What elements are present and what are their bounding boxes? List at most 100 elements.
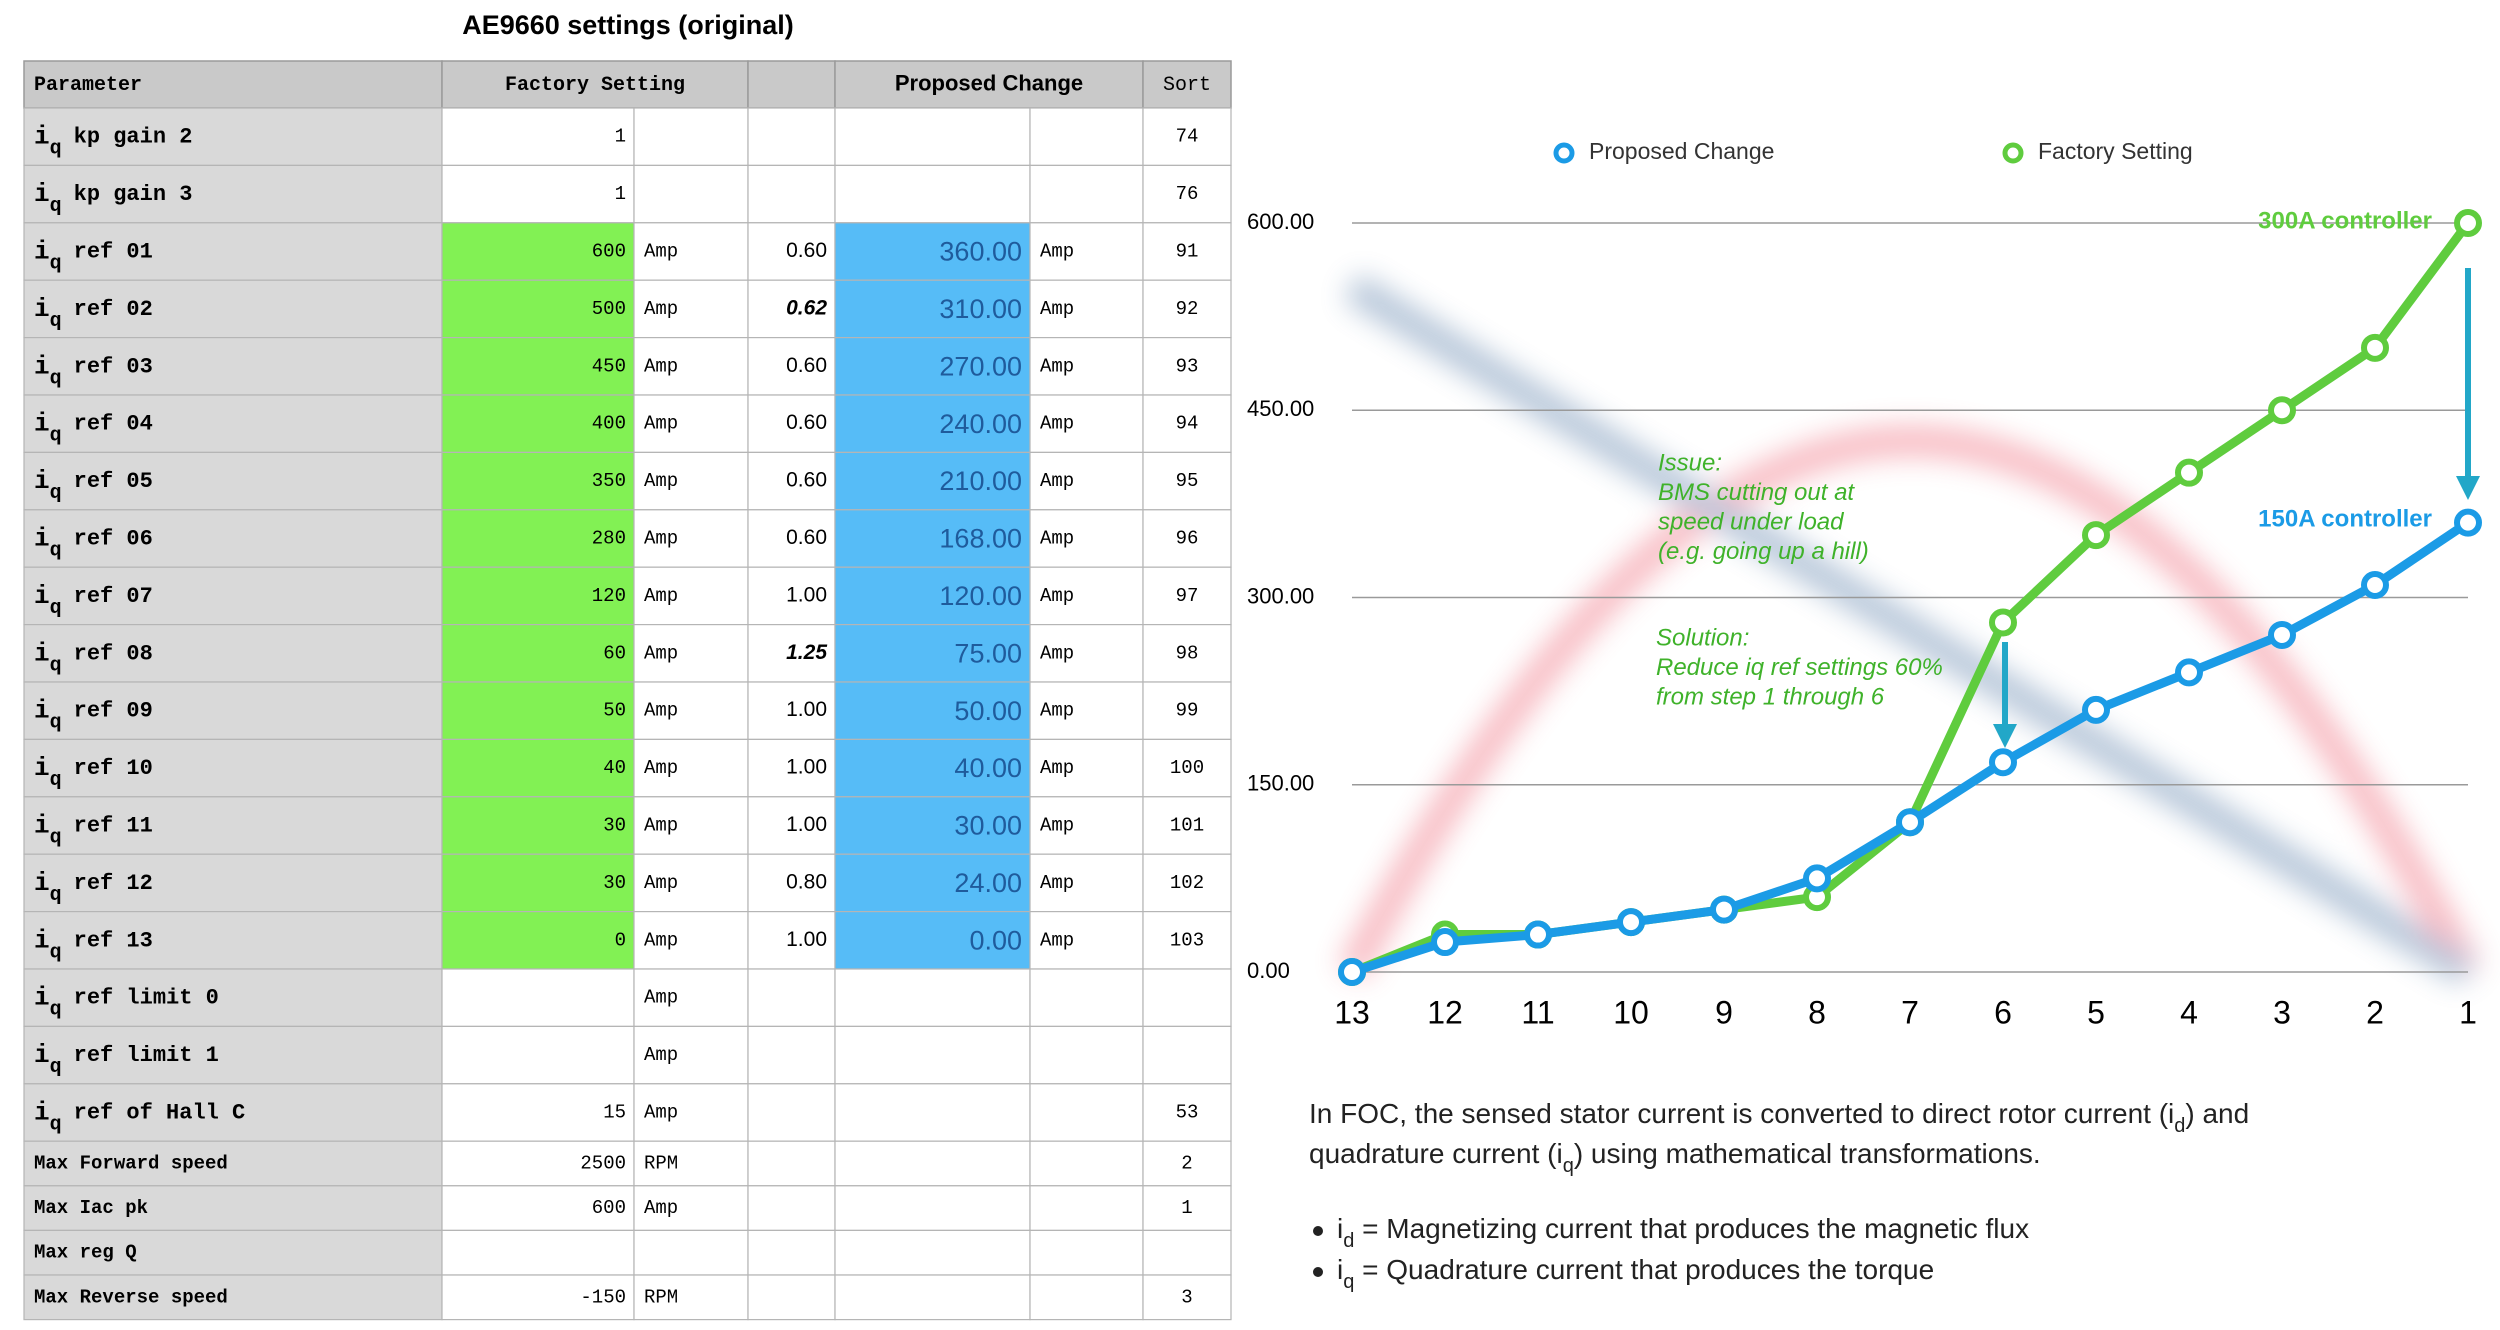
parameter-symbol: i — [34, 466, 50, 496]
parameter-symbol: i — [34, 1040, 50, 1070]
factory-value: 500 — [592, 298, 626, 320]
cell — [1142, 1185, 1232, 1232]
bullet-text-part: = Quadrature current that produces the t… — [1354, 1254, 1934, 1285]
cell — [23, 1229, 443, 1276]
annotation: Issue: — [1658, 449, 1722, 476]
cell — [1142, 853, 1232, 913]
parameter-name: Max Reverse speed — [34, 1286, 228, 1308]
cell — [633, 796, 749, 855]
ratio: 0.80 — [786, 870, 827, 893]
cell — [1029, 968, 1144, 1028]
cell — [441, 968, 635, 1028]
x-tick-label: 6 — [1994, 994, 2012, 1030]
bullet-text-part: i — [1337, 1254, 1343, 1285]
parameter-name: ref 02 — [74, 297, 153, 322]
cell — [633, 451, 749, 511]
cell — [633, 1140, 749, 1187]
cell — [23, 1185, 443, 1232]
sort-value: 102 — [1170, 872, 1204, 894]
ratio: 1.00 — [786, 813, 827, 836]
data-point — [2454, 209, 2482, 237]
unit: Amp — [644, 757, 678, 779]
proposed-value: 24.00 — [954, 868, 1022, 898]
parameter-symbol: i — [34, 983, 50, 1013]
parameter-name: ref 04 — [74, 412, 153, 437]
parameter-name: ref 03 — [74, 354, 153, 379]
parameter-symbol: i — [34, 179, 50, 209]
x-tick-label: 8 — [1808, 994, 1826, 1030]
parameter-symbol: i — [34, 581, 50, 611]
cell — [633, 279, 749, 339]
parameter-sub: q — [50, 769, 62, 792]
parameter-sub: q — [50, 1056, 62, 1079]
cell — [23, 1083, 443, 1142]
parameter-symbol: i — [34, 1097, 50, 1127]
bullet-text-part: = Magnetizing current that produces the … — [1354, 1213, 2029, 1244]
unit: Amp — [644, 528, 678, 550]
parameter-name: ref limit 1 — [74, 1043, 219, 1068]
data-point — [1338, 958, 1366, 986]
parameter: Max Reverse speed — [34, 1286, 228, 1308]
factory-value: 60 — [603, 642, 626, 664]
unit: Amp — [644, 1197, 678, 1219]
cell — [747, 107, 836, 167]
parameter-name: ref 12 — [74, 871, 153, 896]
sort-value: 93 — [1176, 355, 1199, 377]
parameter-symbol: i — [34, 638, 50, 668]
factory-value: 2500 — [580, 1153, 626, 1175]
cell — [1142, 107, 1232, 167]
paragraph-line: In FOC, the sensed stator current is con… — [1309, 1098, 2249, 1137]
cell — [1142, 337, 1232, 396]
cell — [1142, 451, 1232, 511]
y-tick-label: 0.00 — [1247, 958, 1290, 983]
cell — [1029, 1083, 1144, 1142]
proposed-value: 120.00 — [939, 581, 1022, 611]
cell — [1142, 623, 1232, 683]
ratio: 1.00 — [786, 928, 827, 951]
cell — [1029, 623, 1144, 683]
cell — [747, 394, 836, 454]
parameter-name: Max Iac pk — [34, 1197, 148, 1219]
column-header: Parameter — [34, 74, 142, 97]
y-tick-label: 150.00 — [1247, 771, 1314, 796]
cell — [834, 738, 1031, 798]
annotation: from step 1 through 6 — [1656, 683, 1885, 710]
factory-value: 600 — [592, 1197, 626, 1219]
cell — [1029, 681, 1144, 741]
ratio: 1.00 — [786, 583, 827, 606]
proposed-value: 75.00 — [954, 638, 1022, 668]
parameter-symbol: i — [34, 753, 50, 783]
cell — [1029, 1140, 1144, 1187]
cell — [834, 509, 1031, 568]
cell — [441, 1083, 635, 1142]
sort-value: 100 — [1170, 757, 1204, 779]
unit: Amp — [1040, 528, 1074, 550]
parameter-name: ref 09 — [74, 699, 153, 724]
unit: Amp — [644, 1102, 678, 1124]
cell — [1029, 738, 1144, 798]
cell — [747, 1083, 836, 1142]
parameter-name: ref 06 — [74, 526, 153, 551]
cell — [441, 107, 635, 167]
parameter-name: Max Forward speed — [34, 1153, 228, 1175]
cell — [1029, 1274, 1144, 1321]
parameter-sub: q — [50, 1113, 62, 1136]
unit: Amp — [644, 585, 678, 607]
unit: Amp — [1040, 642, 1074, 664]
cell — [1142, 1140, 1232, 1187]
cell — [747, 509, 836, 568]
unit: Amp — [644, 872, 678, 894]
cell — [23, 451, 443, 511]
unit: Amp — [644, 642, 678, 664]
cell — [441, 1229, 635, 1276]
cell — [834, 1274, 1031, 1321]
cell — [633, 107, 749, 167]
x-tick-label: 2 — [2366, 994, 2384, 1030]
paragraph-line: quadrature current (iq) using mathematic… — [1309, 1138, 2041, 1177]
data-point — [2175, 458, 2203, 487]
parameter-sub: q — [50, 195, 62, 218]
parameter-symbol: i — [34, 351, 50, 381]
unit: Amp — [1040, 241, 1074, 263]
data-point — [2268, 396, 2296, 425]
cell — [1142, 796, 1232, 855]
